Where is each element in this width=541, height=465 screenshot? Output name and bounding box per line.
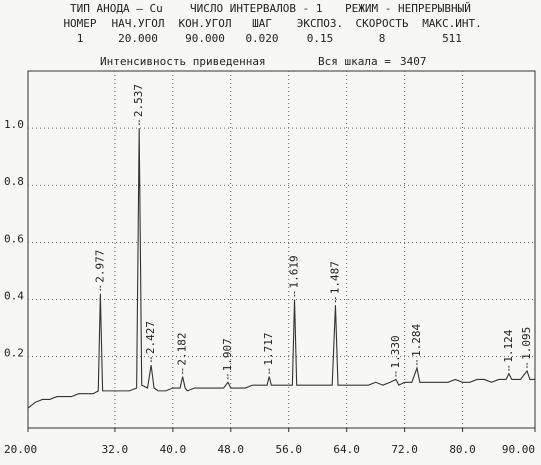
x-tick-label: 80.0 <box>449 443 476 456</box>
x-tick-label: 56.0 <box>275 443 302 456</box>
peak-label: 1.330 <box>389 335 402 368</box>
plot-frame <box>27 70 536 429</box>
peak-label: 2.537 <box>132 84 145 117</box>
x-tick-label: 48.0 <box>218 443 245 456</box>
peak-label: 2.977 <box>93 250 106 283</box>
subtitle: Интенсивность приведенная <box>100 55 266 68</box>
column-value: 90.000 <box>185 32 225 45</box>
y-tick-label: 0.4 <box>4 289 24 302</box>
column-value: 20.000 <box>118 32 158 45</box>
peak-label: 1.487 <box>328 261 341 294</box>
column-header: НОМЕР <box>63 17 96 30</box>
header-text: ЧИСЛО ИНТЕРВАЛОВ - 1 <box>190 2 322 15</box>
peak-label: 1.124 <box>502 329 515 362</box>
x-tick-label: 72.0 <box>391 443 418 456</box>
x-tick-label: 20.00 <box>4 443 37 456</box>
column-header: ШАГ <box>252 17 272 30</box>
header-text: ТИП АНОДА – Cu <box>70 2 163 15</box>
header-text: РЕЖИМ - НЕПРЕРЫВНЫЙ <box>345 2 471 15</box>
scale-value: 3407 <box>400 55 427 68</box>
column-header: ЭКСПОЗ. <box>297 17 343 30</box>
peak-label: 1.095 <box>520 327 533 360</box>
column-value: 8 <box>379 32 386 45</box>
column-header: СКОРОСТЬ <box>356 17 409 30</box>
peak-label: 2.427 <box>144 321 157 354</box>
column-value: 1 <box>77 32 84 45</box>
column-header: КОН.УГОЛ <box>179 17 232 30</box>
x-tick-label: 40.0 <box>160 443 187 456</box>
x-tick-label: 64.0 <box>333 443 360 456</box>
peak-label: 1.717 <box>262 332 275 365</box>
peak-label: 2.182 <box>176 332 189 365</box>
y-tick-label: 1.0 <box>4 118 24 131</box>
peak-label: 1.284 <box>410 324 423 357</box>
column-header: МАКС.ИНТ. <box>422 17 482 30</box>
column-value: 511 <box>442 32 462 45</box>
peak-label: 1.619 <box>288 255 301 288</box>
scale-label: Вся шкала = <box>318 55 391 68</box>
x-tick-label: 32.0 <box>102 443 129 456</box>
column-header: НАЧ.УГОЛ <box>112 17 165 30</box>
x-tick-label: 90.00 <box>502 443 535 456</box>
y-tick-label: 0.2 <box>4 347 24 360</box>
data-line <box>27 128 535 409</box>
y-tick-label: 0.8 <box>4 175 24 188</box>
column-value: 0.020 <box>245 32 278 45</box>
y-tick-label: 0.6 <box>4 232 24 245</box>
peak-label: 1.907 <box>221 338 234 371</box>
column-value: 0.15 <box>307 32 334 45</box>
